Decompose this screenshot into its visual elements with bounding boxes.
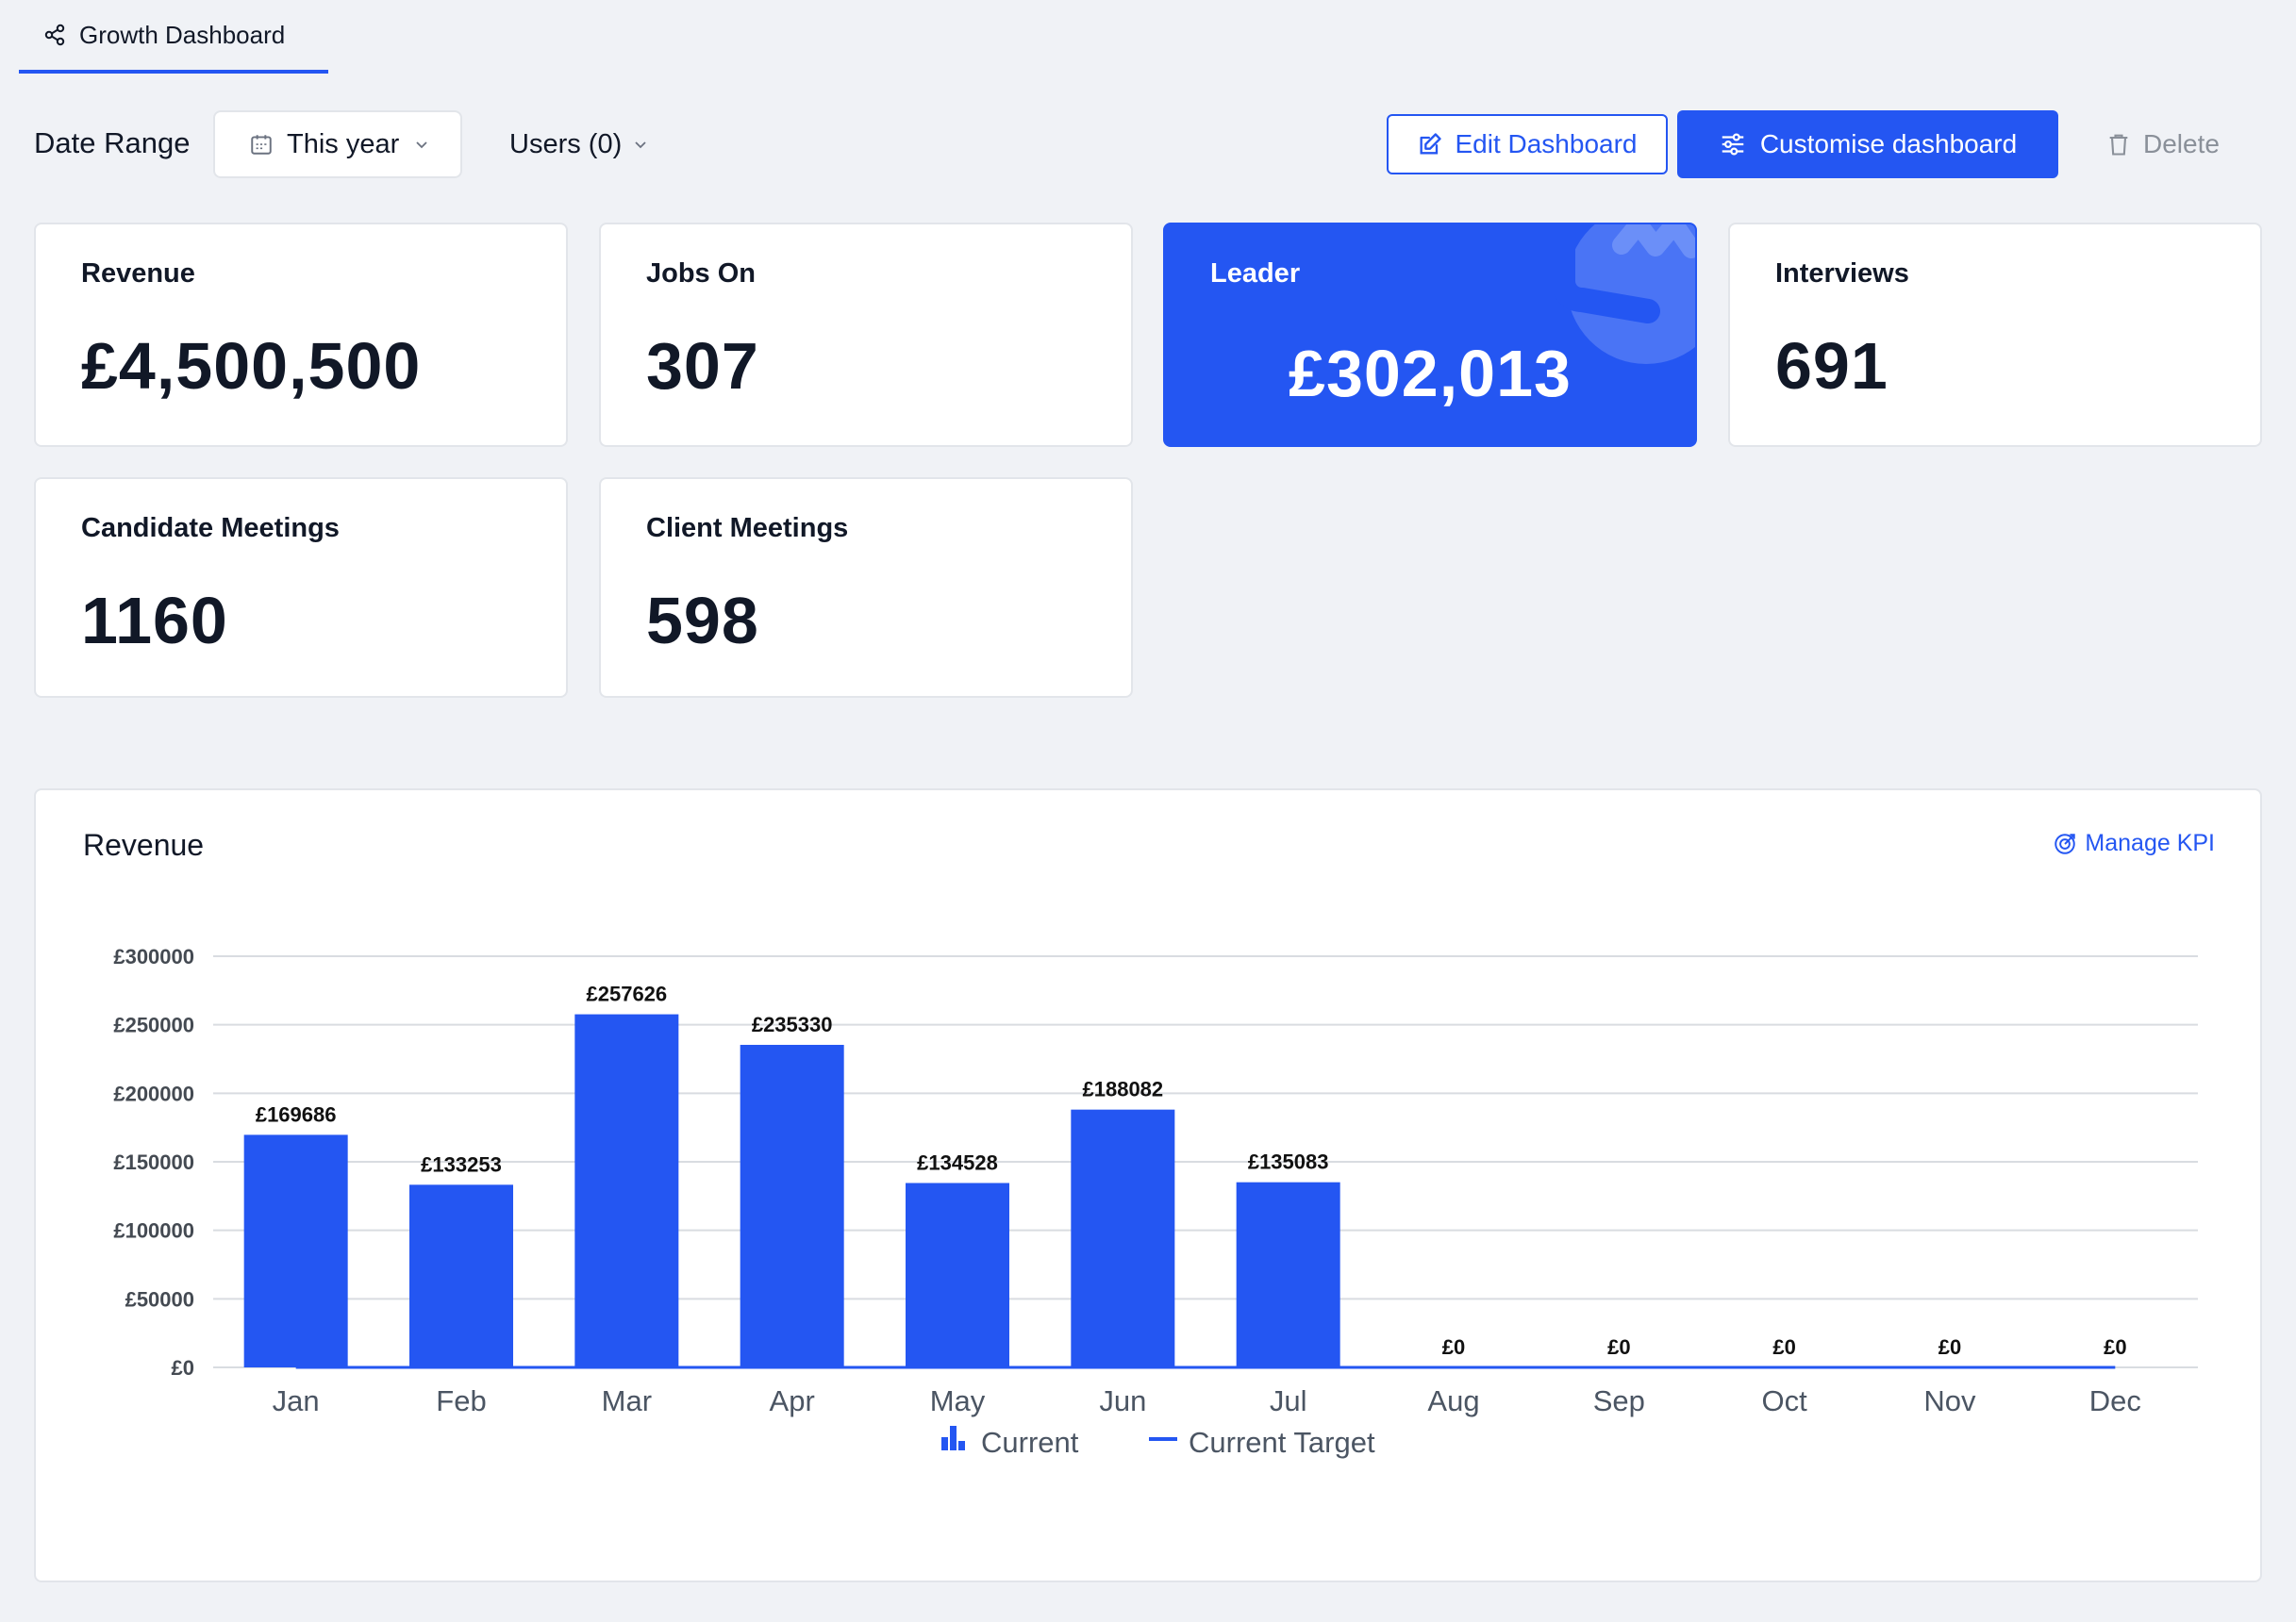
kpi-value: 598: [646, 584, 759, 657]
tab-label: Growth Dashboard: [79, 20, 286, 49]
x-tick-label: May: [930, 1384, 986, 1417]
x-tick-label: Jan: [273, 1384, 320, 1417]
data-label: £0: [1772, 1335, 1795, 1359]
kpi-title: Interviews: [1775, 258, 1909, 289]
date-select-value: This year: [287, 128, 400, 159]
data-label: £257626: [587, 983, 668, 1006]
chevron-down-icon: [635, 141, 646, 149]
kpi-title: Jobs On: [646, 258, 757, 289]
customise-dashboard-button[interactable]: Customise dashboard: [1677, 110, 2058, 178]
chart-title: Revenue: [83, 828, 205, 862]
crown-icon: [1551, 224, 1695, 364]
users-select[interactable]: Users (0): [509, 110, 650, 178]
bar-jun: [1071, 1109, 1175, 1367]
manage-kpi-link[interactable]: Manage KPI: [2053, 830, 2215, 857]
kpi-value: 307: [646, 329, 759, 403]
tab-growth-dashboard[interactable]: Growth Dashboard: [19, 0, 328, 74]
kpi-value: 691: [1775, 329, 1888, 403]
customise-dashboard-label: Customise dashboard: [1759, 129, 2018, 158]
data-label: £133253: [421, 1152, 502, 1176]
bar-mar: [574, 1014, 679, 1367]
target-icon: [2055, 833, 2076, 854]
edit-dashboard-button[interactable]: Edit Dashboard: [1387, 114, 1668, 174]
bar-apr: [740, 1044, 844, 1367]
legend-bar-icon: [950, 1426, 957, 1450]
data-label: £169686: [256, 1102, 337, 1126]
x-tick-label: Apr: [770, 1384, 815, 1417]
edit-dashboard-label: Edit Dashboard: [1455, 129, 1638, 158]
data-label: £135083: [1248, 1150, 1329, 1174]
bar-jan: [243, 1134, 348, 1367]
x-tick-label: Dec: [2089, 1384, 2141, 1417]
y-tick-label: £0: [172, 1356, 194, 1380]
kpi-value: £4,500,500: [81, 329, 422, 403]
x-tick-label: Nov: [1923, 1384, 1976, 1417]
revenue-chart-card: £0 £50000 £100000 £150000 £200000 £250000 £300…: [34, 788, 2262, 1582]
kpi-title: Client Meetings: [646, 513, 849, 543]
x-tick-label: Aug: [1427, 1384, 1479, 1417]
bar-jul: [1236, 1182, 1340, 1367]
legend-bar-icon: [941, 1437, 948, 1450]
y-tick-label: £200000: [113, 1082, 194, 1105]
revenue-chart: £0 £50000 £100000 £150000 £200000 £250000 £300…: [113, 945, 2198, 1459]
data-label: £134528: [917, 1150, 998, 1174]
data-label: £0: [1938, 1335, 1961, 1359]
date-range-label: Date Range: [34, 126, 191, 159]
data-label: £0: [1607, 1335, 1630, 1359]
x-tick-label: Mar: [602, 1384, 652, 1417]
legend-bar-icon: [958, 1441, 965, 1450]
sliders-icon: [1722, 133, 1744, 156]
kpi-value: £302,013: [1289, 337, 1572, 410]
kpi-card-jobs-on[interactable]: Jobs On 307: [599, 223, 1133, 447]
delete-button[interactable]: Delete: [2105, 114, 2256, 174]
kpi-value: 1160: [81, 584, 228, 657]
kpi-card-interviews[interactable]: Interviews 691: [1728, 223, 2262, 447]
date-range-select[interactable]: This year: [213, 110, 462, 178]
kpi-title: Candidate Meetings: [81, 513, 340, 543]
manage-kpi-label: Manage KPI: [2085, 830, 2215, 856]
data-label: £0: [2104, 1335, 2126, 1359]
users-select-value: Users (0): [509, 128, 623, 159]
bar-may: [906, 1183, 1009, 1367]
y-tick-label: £50000: [125, 1287, 194, 1311]
y-tick-label: £300000: [113, 945, 194, 968]
y-tick-label: £100000: [113, 1219, 194, 1243]
data-label: £0: [1442, 1335, 1465, 1359]
data-label: £235330: [752, 1013, 833, 1036]
kpi-card-revenue[interactable]: Revenue £4,500,500: [34, 223, 568, 447]
chevron-down-icon: [416, 141, 427, 149]
x-tick-label: Jul: [1270, 1384, 1307, 1417]
kpi-card-candidate-meetings[interactable]: Candidate Meetings 1160: [34, 477, 568, 698]
kpi-title: Leader: [1210, 258, 1301, 289]
kpi-card-leader[interactable]: Leader £302,013: [1163, 223, 1697, 447]
legend-label-target: Current Target: [1189, 1426, 1375, 1459]
y-tick-label: £250000: [113, 1014, 194, 1037]
x-tick-label: Oct: [1762, 1384, 1808, 1417]
bar-feb: [409, 1184, 513, 1367]
kpi-title: Revenue: [81, 258, 195, 289]
kpi-card-client-meetings[interactable]: Client Meetings 598: [599, 477, 1133, 698]
data-label: £188082: [1083, 1078, 1164, 1101]
legend-label-current: Current: [981, 1426, 1079, 1459]
y-tick-label: £150000: [113, 1150, 194, 1174]
calendar-icon: [251, 135, 272, 155]
share-icon: [44, 24, 65, 46]
delete-label: Delete: [2143, 129, 2220, 158]
trash-icon: [2109, 134, 2128, 156]
x-tick-label: Sep: [1593, 1384, 1645, 1417]
x-tick-label: Jun: [1099, 1384, 1146, 1417]
edit-icon: [1420, 133, 1442, 155]
x-tick-label: Feb: [436, 1384, 486, 1417]
